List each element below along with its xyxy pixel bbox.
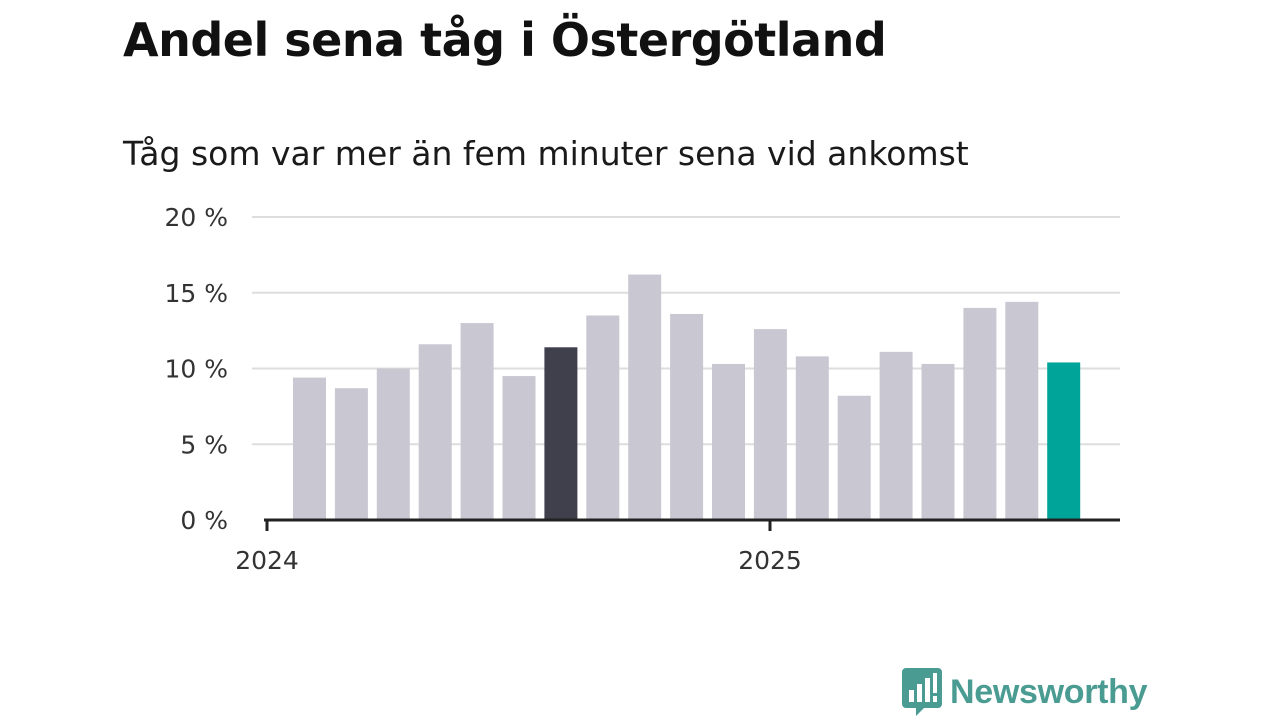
bar	[418, 344, 452, 520]
bars	[293, 274, 1081, 520]
bar	[795, 356, 829, 520]
bar	[544, 347, 578, 520]
bar-chart: 0 % 5 % 10 % 15 % 20 % 2024 2025	[164, 203, 1120, 575]
newsworthy-logo: Newsworthy	[902, 668, 1148, 716]
y-tick-label: 0 %	[180, 506, 228, 535]
brand-name: Newsworthy	[950, 672, 1148, 711]
y-axis-labels: 0 % 5 % 10 % 15 % 20 %	[164, 203, 228, 535]
y-tick-label: 10 %	[164, 355, 228, 384]
bar	[628, 274, 662, 520]
bar	[460, 323, 494, 520]
bar	[502, 376, 536, 520]
y-tick-label: 20 %	[164, 203, 228, 232]
bar	[334, 388, 368, 520]
chart-title: Andel sena tåg i Östergötland	[123, 13, 887, 67]
x-axis	[264, 518, 1120, 531]
y-tick-label: 5 %	[180, 430, 228, 459]
x-tick-label: 2025	[738, 546, 802, 575]
bar	[293, 377, 326, 520]
x-axis-labels: 2024 2025	[235, 546, 802, 575]
bar	[963, 307, 997, 520]
y-tick-label: 15 %	[164, 279, 228, 308]
bar	[376, 368, 410, 520]
bar	[1005, 301, 1039, 520]
bar	[1047, 362, 1081, 520]
bar	[837, 395, 871, 520]
x-tick-label: 2024	[235, 546, 299, 575]
bar	[712, 363, 745, 520]
bar	[921, 363, 955, 520]
bar	[586, 315, 620, 520]
newsworthy-bar-chart-icon	[902, 668, 942, 716]
bar	[879, 351, 913, 520]
chart-subtitle: Tåg som var mer än fem minuter sena vid …	[123, 134, 969, 173]
bar	[753, 329, 787, 520]
bar	[670, 313, 704, 520]
